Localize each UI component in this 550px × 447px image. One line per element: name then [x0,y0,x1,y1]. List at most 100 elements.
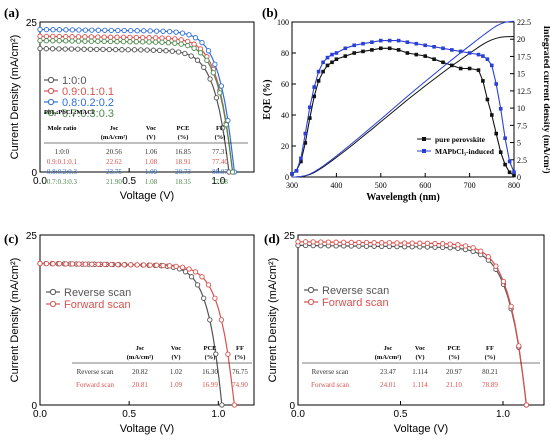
series-point [169,48,175,54]
series-point [508,303,514,310]
series-point [140,34,146,41]
table-cell: 20.73 [175,168,191,176]
y2-tick-label: 2.5 [517,156,527,165]
x-tick-label: 0.0 [33,176,47,187]
series-point [63,33,69,40]
series-point [485,254,491,260]
eqe-point [414,41,419,46]
series-point [166,28,173,35]
legend-marker [422,137,426,141]
x-axis-title: Voltage (V) [120,423,174,435]
y2-tick-label: 7.5 [517,121,527,130]
series-point [194,282,201,288]
series-point [194,57,201,63]
table-cell: 20.81 [132,381,148,389]
y2-tick-label: 10 [517,104,525,113]
table-cell: Forward scan [76,381,114,389]
table-cell: 1.09 [170,381,183,389]
series-point [201,64,207,71]
series-point [100,46,106,53]
series-point [191,45,197,51]
table-cell: 16.85 [175,148,191,156]
y-tick-label: 0 [31,168,37,179]
legend-label: Reverse scan [322,285,389,297]
eqe-point [312,94,316,99]
legend-label: Forward scan [64,299,131,311]
y-tick-label: 60 [281,80,289,89]
panel-c-chart: 0.0 0.5 1.0 0 25 Voltage (V) Current Density (… [9,231,255,435]
eqe-point [503,162,507,167]
eqe-point [485,57,490,61]
eqe-point [325,63,330,68]
series-point [128,27,134,34]
series-point [63,27,69,33]
table-cell: 80.07 [212,168,228,176]
y-tick-label: 100 [277,18,289,27]
eqe-point [352,51,356,55]
eqe-point [321,60,325,65]
legend-marker [307,286,315,294]
series-point [455,242,461,248]
series-point [179,264,186,270]
eqe-line [291,47,515,176]
series-point [121,27,127,34]
eqe-point [370,40,374,44]
series-point [493,263,499,269]
eqe-point [396,38,401,43]
table-cell: 18.91 [175,158,191,166]
series-point [141,262,147,268]
series-point [49,46,56,52]
series-point [439,241,446,247]
y2-tick-label: 12.5 [517,87,531,96]
series-point [75,38,82,44]
series-point [121,262,127,268]
series-point [379,240,385,246]
series-point [82,261,89,267]
table-unit: (mA/cm²) [375,354,402,361]
series-point [219,402,225,408]
series-point [213,351,219,357]
eqe-point [299,156,303,161]
series-point [63,38,69,44]
series-point [333,239,339,245]
series-point [120,34,127,40]
series-point [108,261,114,268]
x-tick-label: 0.0 [33,409,47,420]
series-point [213,95,220,101]
table-cell: 1:0:0 [55,148,70,156]
series-point [166,263,173,269]
series-point [37,37,43,44]
y2-tick-label: 5 [517,139,521,148]
eqe-point [334,51,339,55]
series-point [341,239,347,245]
panel-a-chart: 0.0 0.5 1.0 0 25 Voltage (V) Current Density (… [9,18,255,202]
legend-label: pure perovskite [435,135,486,144]
table-header: PCE [448,345,461,352]
series-point [102,261,108,268]
table-header: FF [216,125,224,132]
x-tick-label: 400 [330,181,342,190]
table-cell: 20.82 [132,368,148,376]
series-point [37,45,43,52]
series-point [178,37,184,43]
series-point [76,261,82,267]
series-point [462,243,469,249]
series-point [212,61,218,67]
series-point [50,38,56,44]
table-cell: 74.90 [232,381,248,389]
series-point [82,34,88,40]
series-point [107,34,114,40]
table-header: Jsc [136,345,145,352]
series-point [432,240,438,247]
y-tick-label: 25 [26,231,38,242]
series-point [470,245,476,251]
x-axis-title: Voltage (V) [120,190,174,202]
table-title: PbI₂:PbCl₂:MACl [44,109,94,116]
series-point [207,76,213,82]
series-point [89,27,95,33]
series-point [119,47,125,53]
series-point [106,46,112,53]
series-point [424,240,431,246]
legend-label: 0.8:0.2:0.2 [62,97,114,109]
series-point [160,262,166,269]
